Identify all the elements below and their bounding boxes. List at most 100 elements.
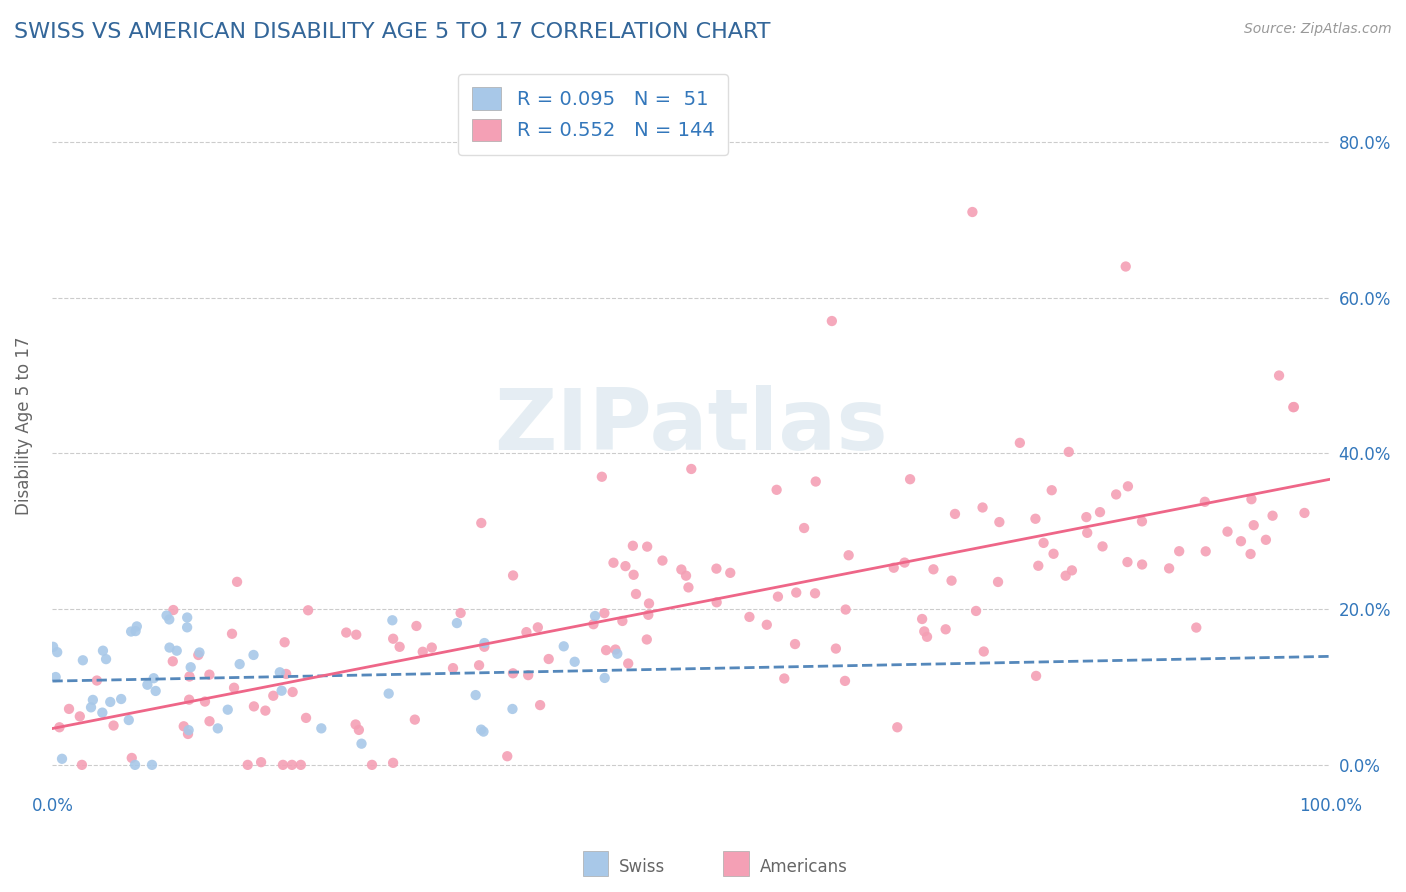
Point xyxy=(382,756,405,770)
Point xyxy=(179,669,201,683)
Point xyxy=(793,521,815,535)
Point xyxy=(176,610,198,624)
Point xyxy=(651,553,673,567)
Point xyxy=(125,619,148,633)
Point xyxy=(271,757,294,772)
Point xyxy=(472,724,495,739)
Point xyxy=(1054,568,1077,582)
Point xyxy=(804,586,827,600)
Point xyxy=(624,587,647,601)
Point xyxy=(834,602,856,616)
Point xyxy=(1025,669,1047,683)
Point xyxy=(515,625,537,640)
Point xyxy=(48,720,70,734)
Point xyxy=(553,640,575,654)
Point xyxy=(773,672,796,686)
Point xyxy=(988,515,1011,529)
Point xyxy=(593,671,616,685)
Point xyxy=(564,655,586,669)
Point xyxy=(825,641,848,656)
Point xyxy=(222,681,245,695)
Point xyxy=(1091,540,1114,554)
Point xyxy=(1240,492,1263,507)
Point xyxy=(886,720,908,734)
Point xyxy=(1261,508,1284,523)
Point xyxy=(124,757,146,772)
Point xyxy=(243,699,266,714)
Point xyxy=(145,684,167,698)
Point xyxy=(935,622,957,636)
Point xyxy=(474,636,496,650)
Point xyxy=(221,627,243,641)
Point xyxy=(1057,445,1080,459)
Text: Source: ZipAtlas.com: Source: ZipAtlas.com xyxy=(1244,22,1392,37)
Point xyxy=(583,609,606,624)
Point xyxy=(58,702,80,716)
Point xyxy=(1130,514,1153,528)
Point xyxy=(1230,534,1253,549)
Point xyxy=(1254,533,1277,547)
Point xyxy=(718,566,741,580)
Point xyxy=(188,645,211,659)
Point xyxy=(103,718,125,732)
Point xyxy=(941,574,963,588)
Point xyxy=(157,612,180,626)
Point xyxy=(82,693,104,707)
Point xyxy=(228,657,250,672)
Point xyxy=(943,507,966,521)
Point xyxy=(98,695,121,709)
Text: Swiss: Swiss xyxy=(619,858,665,876)
Point xyxy=(94,652,117,666)
Point xyxy=(42,640,65,654)
Point xyxy=(155,608,177,623)
Point xyxy=(290,757,312,772)
Point xyxy=(377,687,399,701)
Point xyxy=(159,640,181,655)
Point xyxy=(962,205,984,219)
Text: Americans: Americans xyxy=(759,858,848,876)
Point xyxy=(120,624,142,639)
Point xyxy=(678,581,700,595)
Point xyxy=(517,668,540,682)
Point xyxy=(501,702,523,716)
Point xyxy=(898,472,921,486)
Point xyxy=(621,539,644,553)
Point xyxy=(141,757,163,772)
Point xyxy=(177,723,200,738)
Point xyxy=(45,670,67,684)
Point xyxy=(468,658,491,673)
Point xyxy=(1008,435,1031,450)
Point xyxy=(614,559,637,574)
Legend: R = 0.095   N =  51, R = 0.552   N = 144: R = 0.095 N = 51, R = 0.552 N = 144 xyxy=(458,74,728,154)
Point xyxy=(470,516,492,530)
Text: SWISS VS AMERICAN DISABILITY AGE 5 TO 17 CORRELATION CHART: SWISS VS AMERICAN DISABILITY AGE 5 TO 17… xyxy=(14,22,770,42)
Point xyxy=(537,652,560,666)
Point xyxy=(176,620,198,634)
Point xyxy=(602,556,624,570)
Point xyxy=(1130,558,1153,572)
Point xyxy=(1168,544,1191,558)
Point xyxy=(276,667,298,681)
Point xyxy=(446,616,468,631)
Point xyxy=(450,606,472,620)
Point xyxy=(606,647,628,661)
Point xyxy=(1195,544,1218,558)
Point xyxy=(162,654,184,668)
Text: ZIPatlas: ZIPatlas xyxy=(495,384,889,467)
Point xyxy=(738,610,761,624)
Point xyxy=(1040,483,1063,498)
Point xyxy=(1294,506,1316,520)
Point xyxy=(281,685,304,699)
Point xyxy=(441,661,464,675)
Point xyxy=(297,603,319,617)
Point xyxy=(1159,561,1181,575)
Point xyxy=(198,714,221,729)
Point xyxy=(1076,525,1098,540)
Point xyxy=(217,703,239,717)
Point xyxy=(91,643,114,657)
Point xyxy=(638,597,661,611)
Point xyxy=(72,653,94,667)
Point xyxy=(912,624,935,639)
Point xyxy=(911,612,934,626)
Point xyxy=(166,643,188,657)
